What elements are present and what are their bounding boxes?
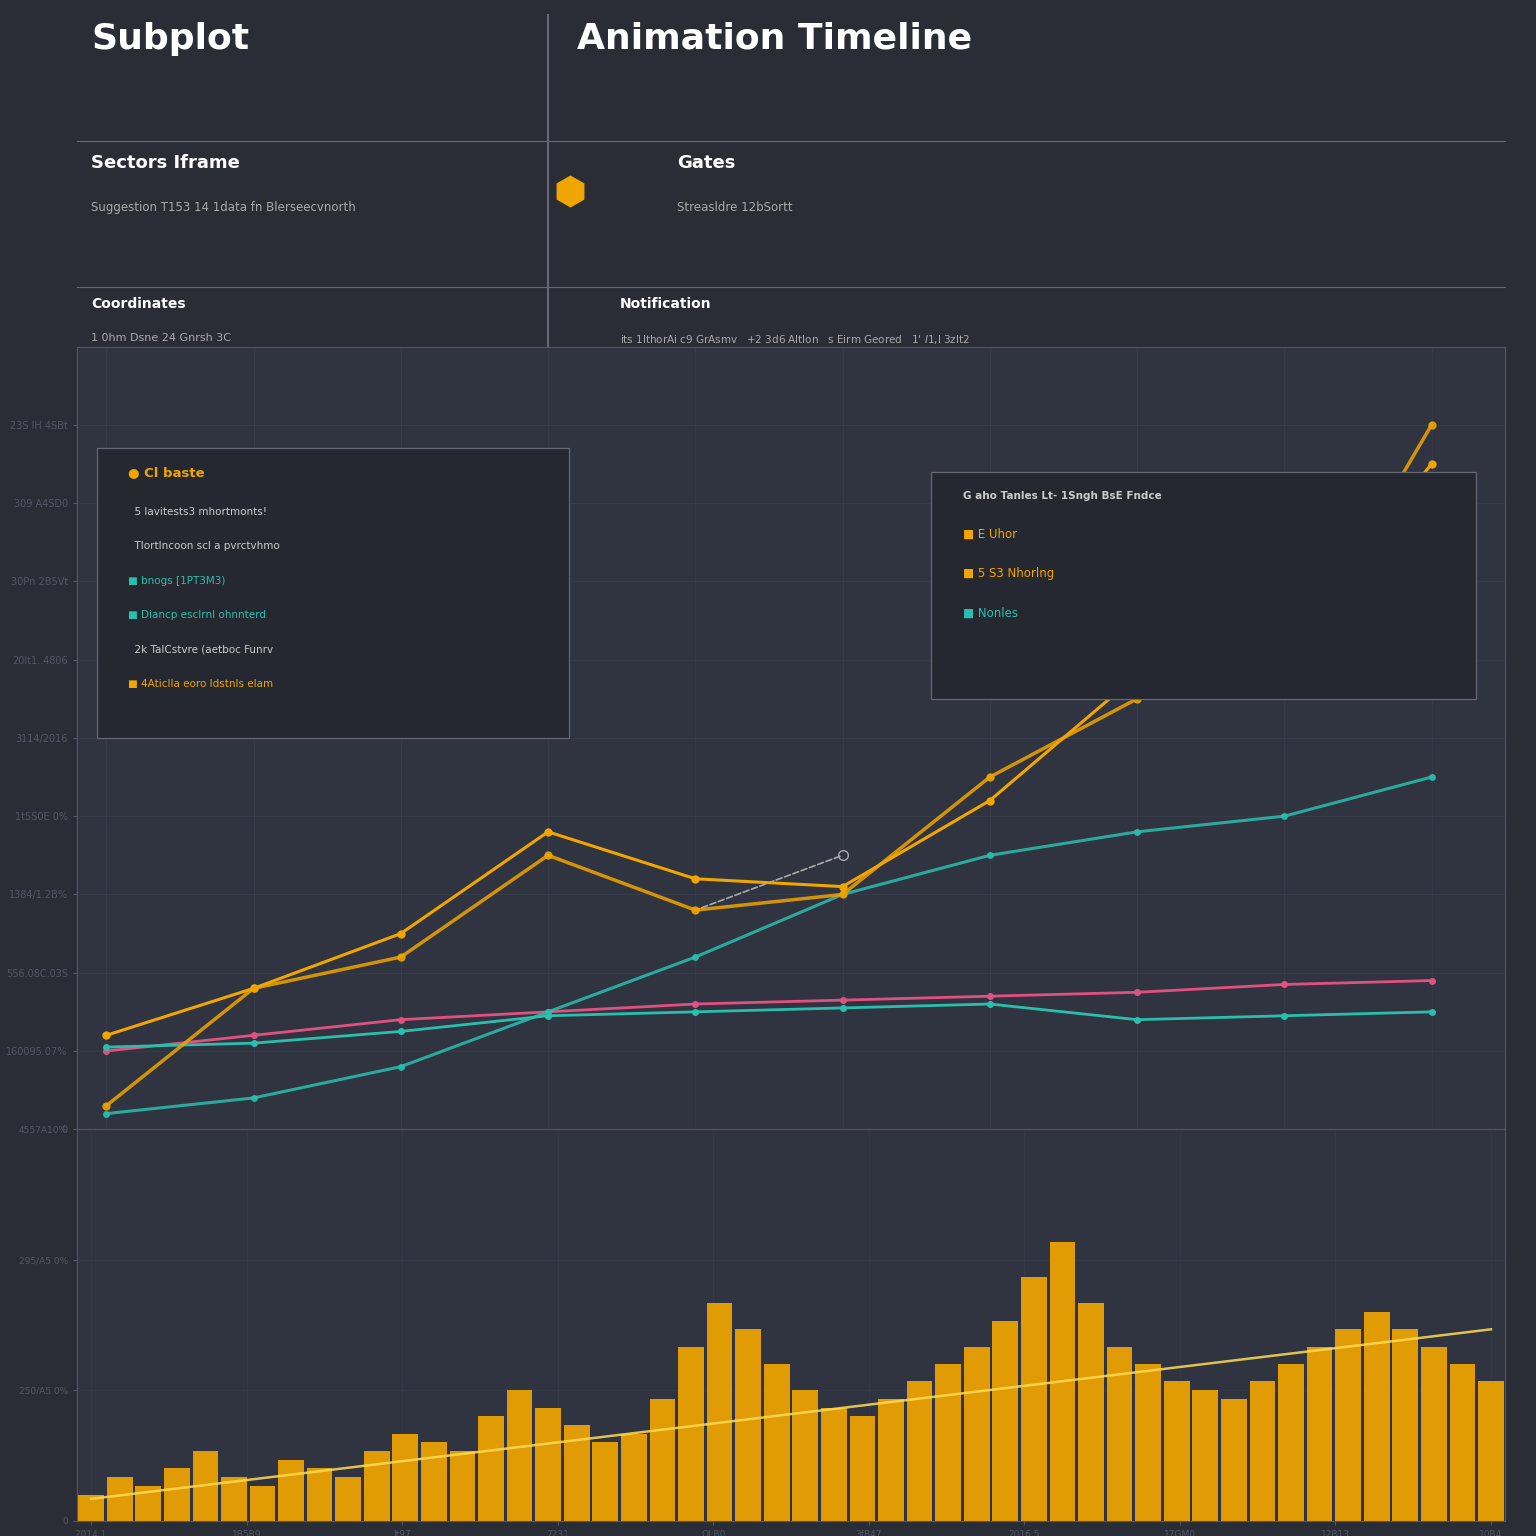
Bar <box>1478 1381 1504 1521</box>
Bar <box>1221 1399 1247 1521</box>
Bar <box>221 1478 247 1521</box>
Text: ■ 4Aticlla eoro Idstnls elam: ■ 4Aticlla eoro Idstnls elam <box>129 679 273 690</box>
Bar <box>793 1390 819 1521</box>
Bar <box>763 1364 790 1521</box>
Bar <box>1164 1381 1189 1521</box>
Bar <box>1021 1276 1046 1521</box>
Text: ■ Diancp esclrnl ohnnterd: ■ Diancp esclrnl ohnnterd <box>129 610 266 621</box>
Bar <box>1393 1329 1418 1521</box>
Bar <box>1135 1364 1161 1521</box>
Bar <box>1278 1364 1304 1521</box>
Bar <box>965 1347 989 1521</box>
Bar <box>393 1433 418 1521</box>
Bar <box>278 1459 304 1521</box>
Bar <box>450 1452 475 1521</box>
Bar <box>1192 1390 1218 1521</box>
Bar <box>1107 1347 1132 1521</box>
Bar <box>1250 1381 1275 1521</box>
Bar <box>78 1495 104 1521</box>
Bar <box>507 1390 533 1521</box>
Bar <box>822 1407 846 1521</box>
Bar <box>135 1485 161 1521</box>
Bar <box>679 1347 703 1521</box>
Bar <box>1364 1312 1390 1521</box>
Bar <box>335 1478 361 1521</box>
Text: 1 0hm Dsne 24 Gnrsh 3C: 1 0hm Dsne 24 Gnrsh 3C <box>91 333 230 343</box>
Bar <box>621 1433 647 1521</box>
Bar <box>564 1425 590 1521</box>
Text: ■ 5 S3 Nhorlng: ■ 5 S3 Nhorlng <box>963 567 1055 581</box>
Bar <box>108 1478 132 1521</box>
Bar <box>1078 1303 1104 1521</box>
Text: Gates: Gates <box>677 155 736 172</box>
Bar <box>736 1329 760 1521</box>
Bar <box>1421 1347 1447 1521</box>
Text: Animation Timeline: Animation Timeline <box>578 22 972 55</box>
Bar <box>879 1399 903 1521</box>
Text: 5 lavitests3 mhortmonts!: 5 lavitests3 mhortmonts! <box>129 507 267 516</box>
Bar <box>250 1485 275 1521</box>
FancyBboxPatch shape <box>931 472 1476 699</box>
Bar <box>1335 1329 1361 1521</box>
Text: ■ Nonles: ■ Nonles <box>963 607 1018 619</box>
Bar <box>307 1468 332 1521</box>
Bar <box>1450 1364 1475 1521</box>
Bar <box>536 1407 561 1521</box>
Bar <box>478 1416 504 1521</box>
Text: Coordinates: Coordinates <box>91 296 186 310</box>
Text: Subplot: Subplot <box>91 22 249 55</box>
Bar <box>192 1452 218 1521</box>
Text: Streasldre 12bSortt: Streasldre 12bSortt <box>677 201 793 214</box>
Text: Tlortlncoon scl a pvrctvhmo: Tlortlncoon scl a pvrctvhmo <box>129 541 280 551</box>
Bar <box>364 1452 390 1521</box>
Bar <box>707 1303 733 1521</box>
Text: ■ E Uhor: ■ E Uhor <box>963 528 1017 541</box>
Text: ● Cl baste: ● Cl baste <box>129 465 204 479</box>
Bar <box>164 1468 189 1521</box>
Text: Sectors Iframe: Sectors Iframe <box>91 155 240 172</box>
Bar <box>421 1442 447 1521</box>
Bar <box>906 1381 932 1521</box>
Bar <box>1049 1243 1075 1521</box>
Text: Suggestion T153 14 1data fn Blerseecvnorth: Suggestion T153 14 1data fn Blerseecvnor… <box>91 201 356 214</box>
Bar <box>992 1321 1018 1521</box>
FancyBboxPatch shape <box>97 449 568 737</box>
Text: ■ bnogs [1PT3M3): ■ bnogs [1PT3M3) <box>129 576 226 585</box>
Bar <box>1307 1347 1332 1521</box>
Bar <box>935 1364 962 1521</box>
Text: Notification: Notification <box>619 296 711 310</box>
Text: G aho Tanles Lt- 1Sngh BsE Fndce: G aho Tanles Lt- 1Sngh BsE Fndce <box>963 492 1163 501</box>
Bar <box>650 1399 676 1521</box>
Bar <box>849 1416 876 1521</box>
Bar <box>593 1442 617 1521</box>
Text: 2k TalCstvre (aetboc Funrv: 2k TalCstvre (aetboc Funrv <box>129 645 273 654</box>
Text: its 1lthorAi c9 GrAsmv   +2 3d6 Altlon   s Eirm Geored   1' $ I1$,l 3zlt2: its 1lthorAi c9 GrAsmv +2 3d6 Altlon s E… <box>619 333 969 346</box>
